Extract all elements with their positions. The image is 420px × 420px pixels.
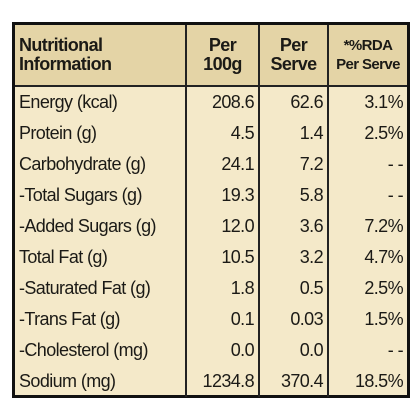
nutrient-name: Protein (g) xyxy=(19,123,97,143)
table-row: -Cholesterol (mg) 0.0 0.0- - xyxy=(15,335,407,366)
nutrient-value: 7.2 xyxy=(258,149,328,180)
nutrient-value: 0.03 xyxy=(258,304,328,335)
nutrient-value: 12.0 xyxy=(185,211,259,242)
nutrient-value: 208.6 xyxy=(185,86,259,118)
nutrient-value: - - xyxy=(327,180,407,211)
header-text: 100g xyxy=(203,54,242,74)
table-row: Carbohydrate (g) 24.1 7.2- - xyxy=(15,149,407,180)
nutrient-value: 24.1 xyxy=(185,149,259,180)
table-row: -Added Sugars (g) 12.0 3.6 7.2% xyxy=(15,211,407,242)
nutrient-value: 0.0 xyxy=(258,335,328,366)
table-row: -Trans Fat (g) 0.1 0.03 1.5% xyxy=(15,304,407,335)
nutrient-value: 2.5% xyxy=(327,118,407,149)
header-cell: Per Serve xyxy=(258,25,328,87)
nutrient-value: 7.2% xyxy=(327,211,407,242)
header-text: Per Serve xyxy=(336,56,400,73)
nutrient-value: 4.5 xyxy=(185,118,259,149)
header-text: Per xyxy=(208,35,237,55)
table-row: Energy (kcal) 208.6 62.6 3.1% xyxy=(15,86,407,118)
nutrient-value: 0.0 xyxy=(185,335,259,366)
nutrient-value: 0.5 xyxy=(258,273,328,304)
nutrient-value: 18.5% xyxy=(327,366,407,397)
table-row: Sodium (mg) 1234.8 370.4 18.5% xyxy=(15,366,407,397)
nutrient-name: Total Fat (g) xyxy=(19,247,108,267)
nutrient-value: 3.1% xyxy=(327,86,407,118)
header-text: Nutritional xyxy=(19,35,103,55)
table-row: -Total Sugars (g) 19.3 5.8- - xyxy=(15,180,407,211)
nutrient-value: 4.7% xyxy=(327,242,407,273)
nutrient-value: 3.2 xyxy=(258,242,328,273)
nutrition-panel: Nutritional Information Per 100g Per Serve *%R… xyxy=(12,22,410,398)
header-text: Information xyxy=(19,54,112,74)
nutrient-name: Energy (kcal) xyxy=(19,92,118,112)
nutrient-value: 10.5 xyxy=(185,242,259,273)
nutrient-value: 1.5% xyxy=(327,304,407,335)
nutrient-name: Sodium (mg) xyxy=(19,371,116,391)
table-body: Energy (kcal) 208.6 62.6 3.1% Protein (g) 4.5… xyxy=(15,86,407,397)
nutrient-value: 3.6 xyxy=(258,211,328,242)
header-text: Serve xyxy=(270,54,317,74)
table-row: Protein (g) 4.5 1.4 2.5% xyxy=(15,118,407,149)
header-cell: Nutritional Information xyxy=(15,25,186,87)
nutrient-name: -Saturated Fat (g) xyxy=(19,278,151,298)
nutrient-value: 62.6 xyxy=(258,86,328,118)
header-row: Nutritional Information Per 100g Per Serve *%R… xyxy=(15,25,407,87)
header-cell: Per 100g xyxy=(185,25,259,87)
nutrient-value: 19.3 xyxy=(185,180,259,211)
nutrient-value: - - xyxy=(327,149,407,180)
table-row: Total Fat (g) 10.5 3.2 4.7% xyxy=(15,242,407,273)
nutrient-value: 1234.8 xyxy=(185,366,259,397)
nutrient-value: 1.8 xyxy=(185,273,259,304)
nutrient-name: -Trans Fat (g) xyxy=(19,309,121,329)
header-text: Per xyxy=(279,35,308,55)
header-cell: *%RDA Per Serve xyxy=(327,25,407,87)
nutrient-value: 0.1 xyxy=(185,304,259,335)
nutrient-name: -Total Sugars (g) xyxy=(19,185,142,205)
nutrition-table: Nutritional Information Per 100g Per Serve *%R… xyxy=(15,25,407,397)
nutrient-value: 1.4 xyxy=(258,118,328,149)
nutrient-value: 2.5% xyxy=(327,273,407,304)
nutrient-value: - - xyxy=(327,335,407,366)
table-row: -Saturated Fat (g) 1.8 0.5 2.5% xyxy=(15,273,407,304)
table-header: Nutritional Information Per 100g Per Serve *%R… xyxy=(15,25,407,87)
header-text: *%RDA xyxy=(343,37,393,54)
nutrient-name: Carbohydrate (g) xyxy=(19,154,146,174)
nutrient-name: -Cholesterol (mg) xyxy=(19,340,148,360)
nutrient-name: -Added Sugars (g) xyxy=(19,216,156,236)
nutrient-value: 370.4 xyxy=(258,366,328,397)
nutrient-value: 5.8 xyxy=(258,180,328,211)
